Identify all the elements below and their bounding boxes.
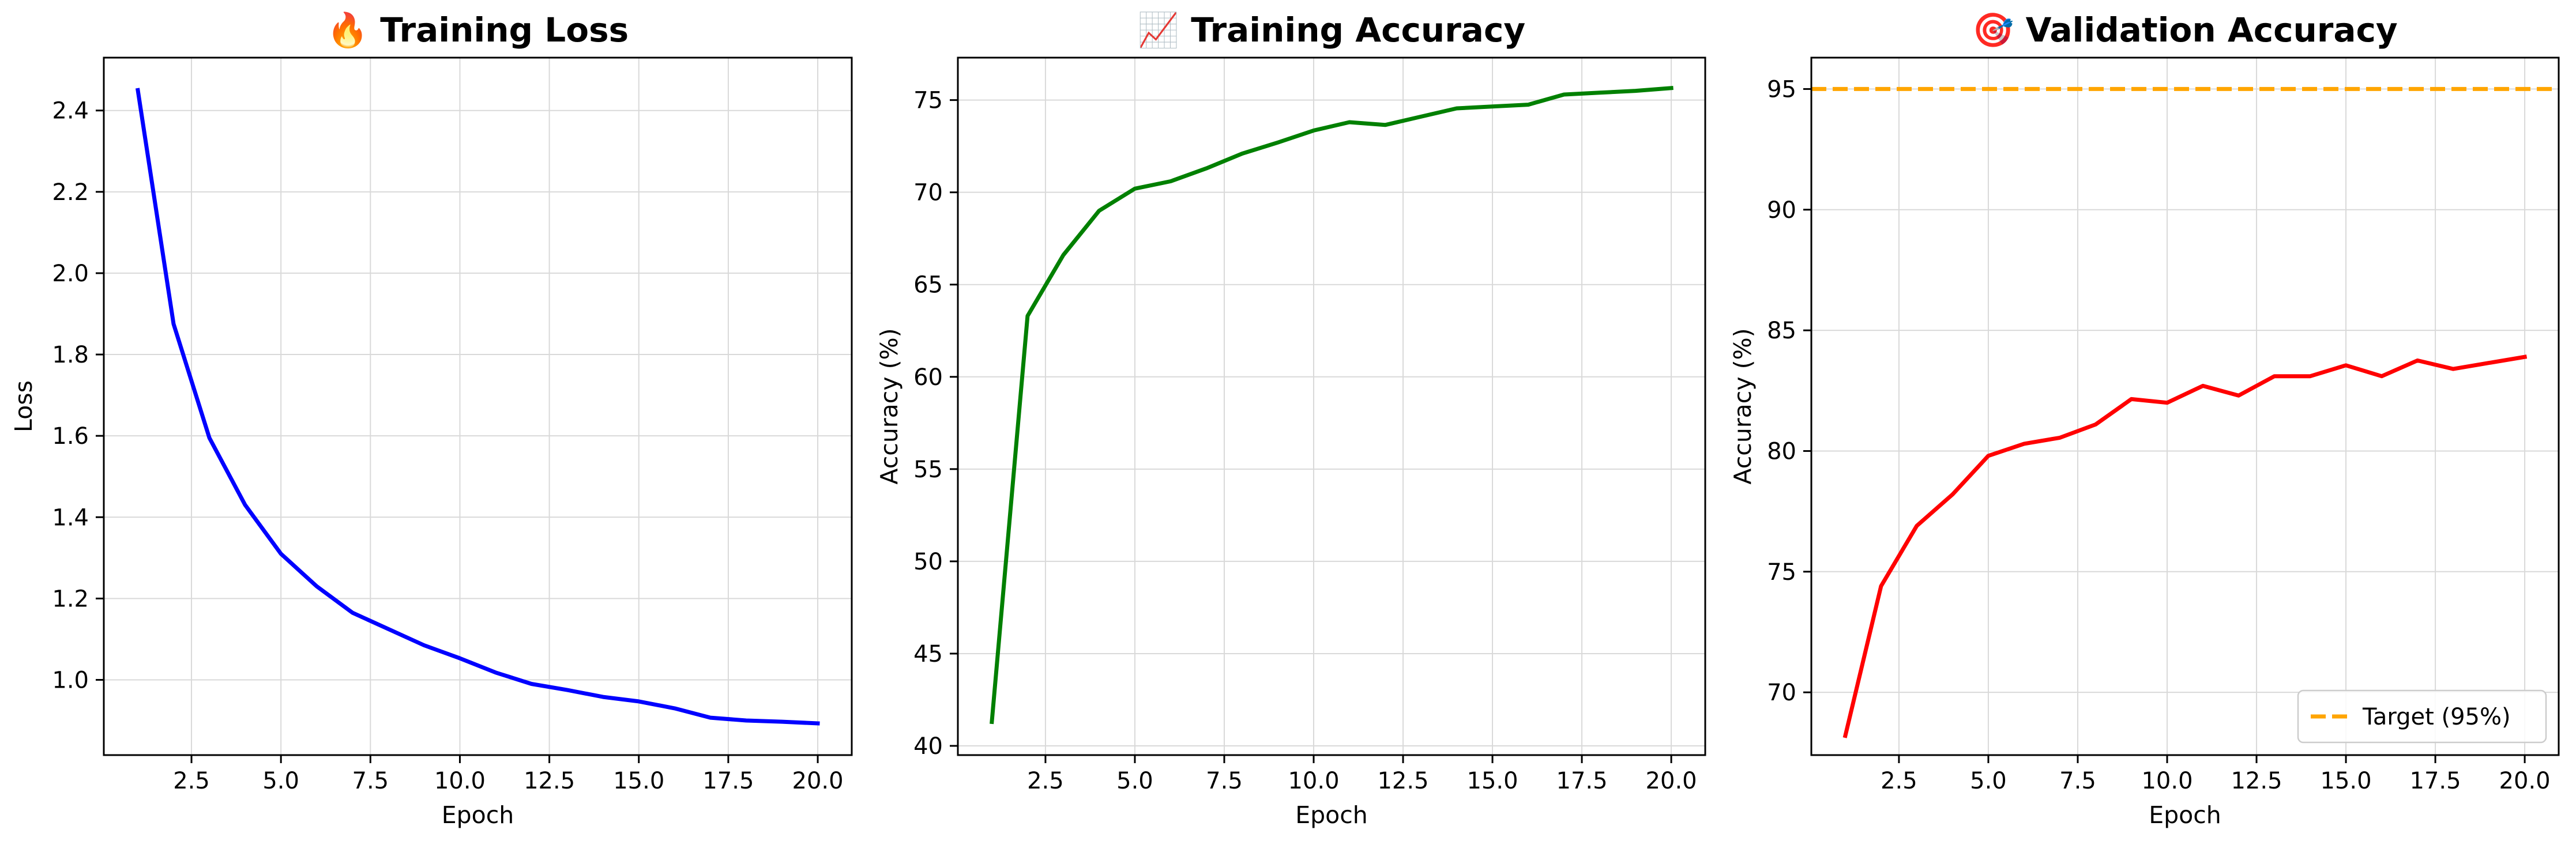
x-tick-label: 15.0 xyxy=(2321,768,2372,794)
chart-panel-3: 2.5 5.0 7.5 10.0 12.5 15.0 17.5 20.0 70 75 80 85 90 9… xyxy=(1729,10,2560,829)
y-tick-label: 1.2 xyxy=(52,586,89,612)
y-tick-label: 2.0 xyxy=(52,261,89,287)
y-tick-label: 1.0 xyxy=(52,667,89,693)
x-tick-label: 2.5 xyxy=(1881,768,1917,794)
x-tick-label: 2.5 xyxy=(1027,768,1064,794)
x-tick-label: 20.0 xyxy=(792,768,844,794)
x-tick-label: 2.5 xyxy=(173,768,210,794)
x-tick-label: 10.0 xyxy=(2141,768,2193,794)
y-tick-label: 55 xyxy=(913,457,943,483)
x-tick-label: 17.5 xyxy=(702,768,754,794)
series-line-1 xyxy=(136,88,820,726)
x-tick-label: 15.0 xyxy=(613,768,664,794)
chart-title: 🎯 Validation Accuracy xyxy=(1972,10,2398,50)
y-tick-label: 45 xyxy=(913,641,943,667)
x-tick-label: 10.0 xyxy=(434,768,486,794)
y-tick-label: 70 xyxy=(913,180,943,206)
y-tick-label: 75 xyxy=(1767,559,1796,586)
x-axis-label: Epoch xyxy=(442,801,514,829)
x-tick-label: 7.5 xyxy=(2059,768,2096,794)
y-axis-label: Accuracy (%) xyxy=(1729,328,1757,484)
y-axis-label: Loss xyxy=(10,380,37,432)
x-tick-label: 20.0 xyxy=(2499,768,2551,794)
x-tick-label: 12.5 xyxy=(2231,768,2282,794)
y-tick-label: 60 xyxy=(913,364,943,391)
series-line-1 xyxy=(1842,354,2528,738)
axes-frame xyxy=(103,56,853,756)
x-tick-label: 17.5 xyxy=(2410,768,2461,794)
x-tick-label: 7.5 xyxy=(1206,768,1243,794)
x-tick-label: 5.0 xyxy=(1970,768,2007,794)
y-tick-label: 75 xyxy=(913,88,943,114)
chart-title: 🔥 Training Loss xyxy=(327,10,629,50)
y-tick-label: 95 xyxy=(1767,76,1796,103)
axes-frame xyxy=(957,56,1706,756)
legend: Target (95%) xyxy=(2297,689,2547,744)
y-tick-label: 80 xyxy=(1767,438,1796,465)
chart-title: 📈 Training Accuracy xyxy=(1138,10,1525,50)
x-tick-label: 15.0 xyxy=(1467,768,1518,794)
x-tick-label: 10.0 xyxy=(1288,768,1339,794)
x-tick-label: 17.5 xyxy=(1556,768,1608,794)
y-tick-label: 2.4 xyxy=(52,98,89,125)
y-tick-label: 1.8 xyxy=(52,342,89,368)
series-line-1 xyxy=(990,86,1674,725)
y-tick-label: 90 xyxy=(1767,197,1796,224)
x-tick-label: 5.0 xyxy=(1116,768,1153,794)
x-axis-label: Epoch xyxy=(2149,801,2221,829)
y-tick-label: 70 xyxy=(1767,680,1796,706)
x-tick-label: 7.5 xyxy=(352,768,389,794)
y-tick-label: 85 xyxy=(1767,318,1796,344)
legend-label: Target (95%) xyxy=(2362,704,2511,730)
y-tick-label: 50 xyxy=(913,549,943,575)
x-tick-label: 12.5 xyxy=(524,768,575,794)
y-tick-label: 65 xyxy=(913,272,943,299)
y-tick-label: 2.2 xyxy=(52,179,89,206)
x-tick-label: 5.0 xyxy=(262,768,299,794)
y-tick-label: 1.4 xyxy=(52,504,89,531)
x-tick-label: 12.5 xyxy=(1377,768,1428,794)
legend-box xyxy=(2297,689,2547,744)
x-tick-label: 20.0 xyxy=(1646,768,1697,794)
x-axis-label: Epoch xyxy=(1295,801,1368,829)
y-tick-label: 40 xyxy=(913,733,943,760)
y-tick-label: 1.6 xyxy=(52,423,89,450)
axes-frame xyxy=(1810,56,2560,756)
chart-panel-1: 2.5 5.0 7.5 10.0 12.5 15.0 17.5 20.0 1.0 1.2 1.4 1.… xyxy=(10,10,853,829)
chart-panel-2: 2.5 5.0 7.5 10.0 12.5 15.0 17.5 20.0 40 45 50 55 60 6… xyxy=(875,10,1706,829)
y-axis-label: Accuracy (%) xyxy=(875,328,903,484)
